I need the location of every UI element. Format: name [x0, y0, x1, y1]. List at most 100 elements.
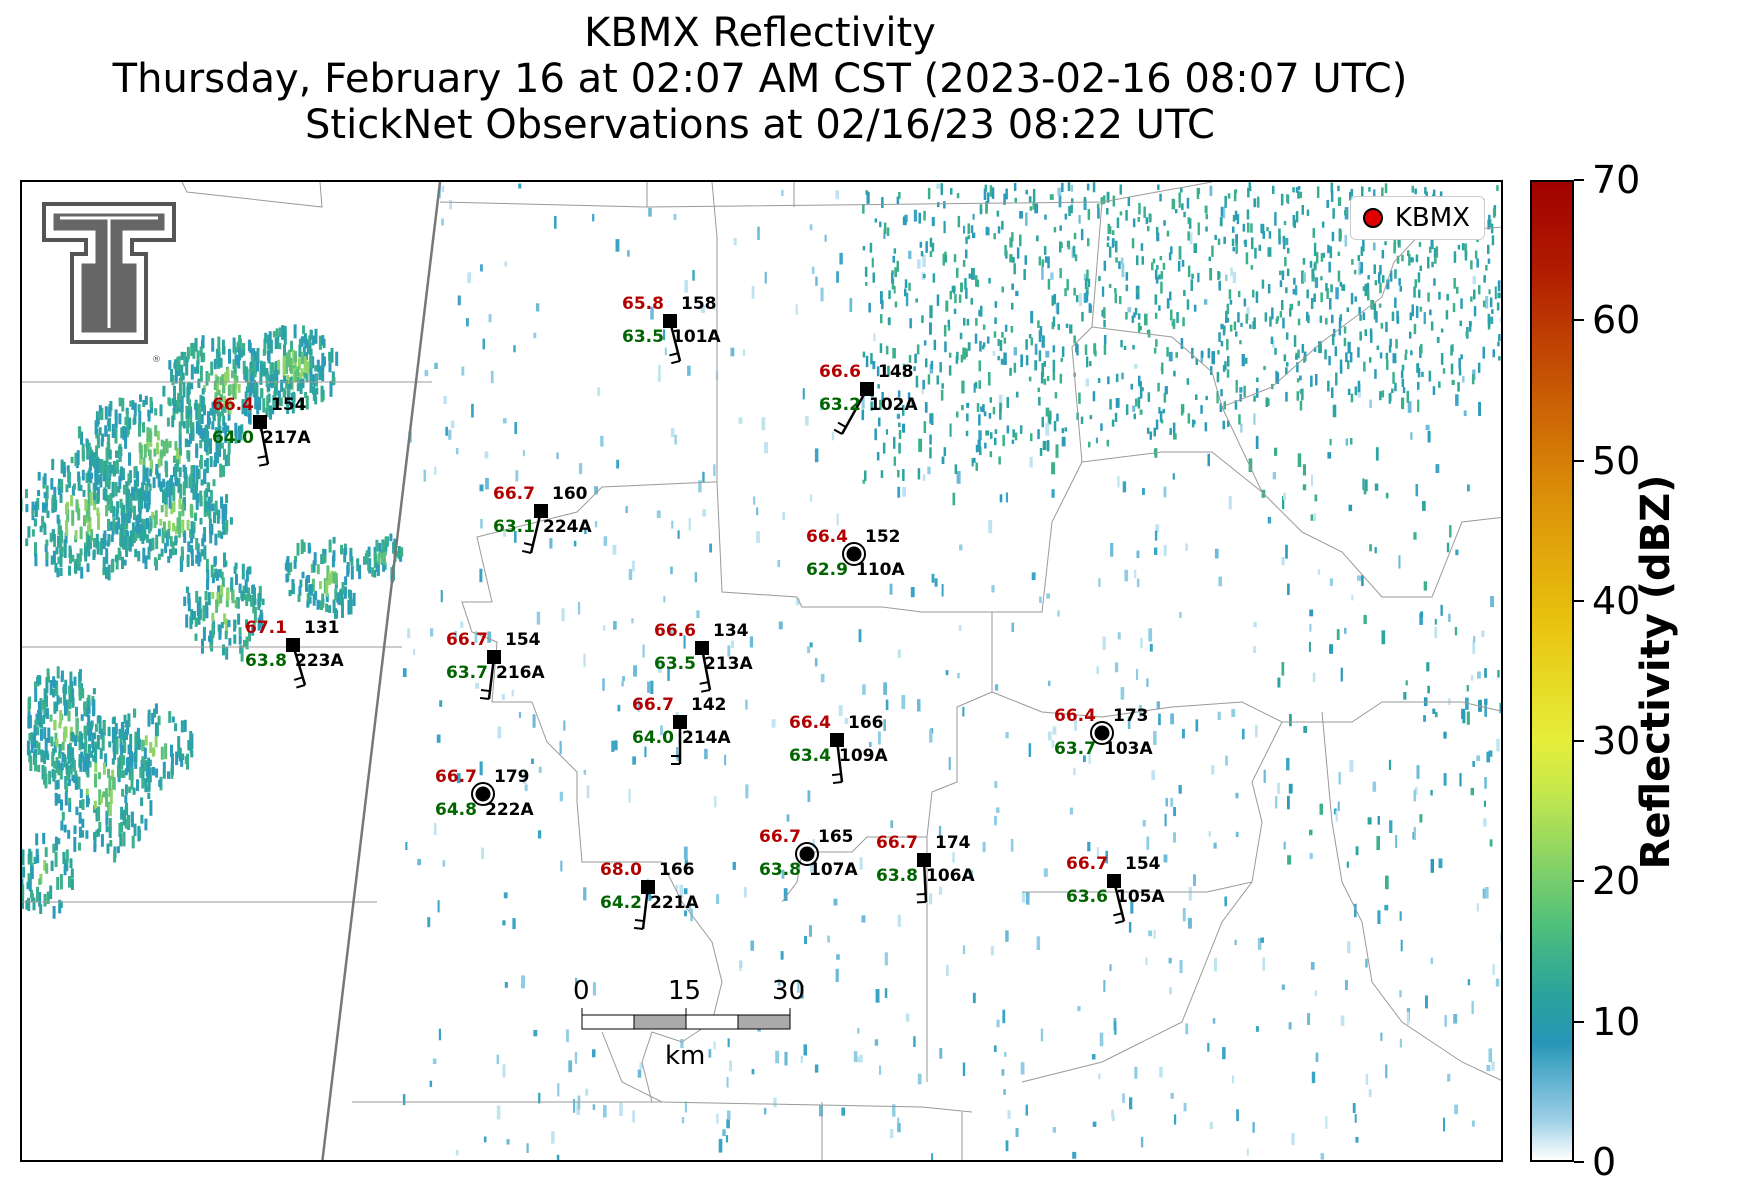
- station-temperature: 66.7: [632, 695, 674, 715]
- station-marker-icon: [663, 314, 677, 328]
- station-pressure: 166: [848, 713, 884, 733]
- station-id: 216A: [496, 663, 545, 683]
- wind-barb-flag: [1115, 920, 1125, 925]
- station-pressure: 174: [935, 833, 971, 853]
- wind-barb-flag: [669, 352, 679, 357]
- county-border: [1091, 226, 1501, 408]
- colorbar-tick: [1574, 1020, 1584, 1023]
- station-dewpoint: 63.6: [1066, 887, 1108, 907]
- colorbar-tick-label: 30: [1592, 719, 1641, 764]
- station-id: 213A: [704, 654, 753, 674]
- station-id: 217A: [262, 428, 311, 448]
- radar-marker-icon: [1362, 208, 1383, 228]
- colorbar-tick: [1574, 179, 1584, 181]
- station-dewpoint: 63.8: [245, 651, 287, 671]
- station-222A[interactable]: [471, 782, 495, 806]
- station-marker-icon: [641, 880, 655, 894]
- station-214A[interactable]: [671, 715, 687, 765]
- colorbar-tick-label: 40: [1592, 578, 1641, 623]
- county-border: [461, 182, 718, 903]
- station-216A[interactable]: [479, 650, 501, 700]
- station-dewpoint: 62.9: [806, 560, 848, 580]
- station-marker-icon: [673, 715, 687, 729]
- colorbar-tick-label: 70: [1592, 158, 1641, 202]
- station-marker-icon: [860, 382, 874, 396]
- station-213A[interactable]: [695, 641, 712, 693]
- station-pressure: 152: [865, 527, 901, 547]
- county-borders: [22, 182, 1501, 1160]
- station-dewpoint: 64.8: [435, 800, 477, 820]
- wind-barb-flag: [700, 689, 711, 693]
- texas-tech-logo-icon: ®: [42, 202, 176, 365]
- colorbar: [1530, 180, 1574, 1162]
- wind-barb-flag: [837, 421, 847, 428]
- station-110A[interactable]: [842, 542, 866, 566]
- station-temperature: 66.4: [789, 713, 831, 733]
- station-temperature: 66.7: [876, 833, 918, 853]
- wind-barb-flag: [523, 542, 534, 547]
- wind-barb-staff: [840, 388, 869, 435]
- colorbar-tick: [1574, 599, 1584, 602]
- colorbar-tick-label: 50: [1592, 438, 1641, 483]
- colorbar-tick: [1574, 319, 1584, 322]
- station-marker-icon: [1107, 874, 1121, 888]
- station-pressure: 148: [878, 362, 914, 382]
- station-102A[interactable]: [833, 382, 874, 435]
- colorbar-tick: [1574, 880, 1584, 883]
- station-id: 222A: [485, 800, 534, 820]
- scale-label-30: 30: [772, 976, 806, 1006]
- station-105A[interactable]: [1107, 874, 1126, 925]
- wind-barb-flag: [257, 455, 267, 459]
- colorbar-tick-label: 20: [1592, 859, 1641, 904]
- station-221A[interactable]: [633, 880, 655, 930]
- station-marker-icon: [799, 846, 815, 862]
- station-marker-icon: [286, 638, 300, 652]
- scale-bar: [581, 1008, 791, 1030]
- title-block: KBMX Reflectivity Thursday, February 16 …: [0, 10, 1520, 148]
- station-pressure: 158: [681, 294, 717, 314]
- scale-label-0: 0: [573, 976, 590, 1006]
- station-101A[interactable]: [663, 314, 682, 365]
- station-224A[interactable]: [522, 504, 548, 554]
- station-dewpoint: 64.0: [632, 728, 674, 748]
- station-dewpoint: 63.2: [819, 395, 861, 415]
- station-temperature: 66.4: [1054, 706, 1096, 726]
- station-marker-icon: [695, 641, 709, 655]
- station-pressure: 134: [713, 621, 749, 641]
- station-id: 101A: [672, 327, 721, 347]
- station-109A[interactable]: [830, 733, 844, 785]
- station-temperature: 66.7: [1066, 854, 1108, 874]
- station-107A[interactable]: [795, 842, 819, 866]
- wind-barb-flag: [522, 549, 532, 554]
- station-temperature: 66.7: [759, 827, 801, 847]
- station-dewpoint: 63.7: [1054, 739, 1096, 759]
- colorbar-tick: [1574, 740, 1584, 743]
- station-dewpoint: 64.2: [600, 893, 642, 913]
- wind-barb-flag: [633, 926, 644, 930]
- station-pressure: 154: [1125, 854, 1161, 874]
- scale-unit: km: [665, 1041, 706, 1071]
- station-dewpoint: 63.8: [759, 860, 801, 880]
- station-marker-icon: [487, 650, 501, 664]
- station-pressure: 179: [494, 767, 530, 787]
- station-223A[interactable]: [286, 638, 307, 689]
- colorbar-tick-label: 60: [1592, 298, 1641, 343]
- scale-segment: [633, 1014, 687, 1030]
- title-line-1: KBMX Reflectivity: [584, 10, 936, 56]
- station-id: 214A: [682, 728, 731, 748]
- station-marker-icon: [253, 415, 267, 429]
- wind-barb-flag: [634, 918, 645, 923]
- station-103A[interactable]: [1090, 721, 1114, 745]
- wind-barb-flag: [258, 463, 269, 467]
- station-id: 105A: [1116, 887, 1165, 907]
- calm-wind-circle-icon: [795, 842, 819, 866]
- station-217A[interactable]: [253, 415, 270, 467]
- county-border: [352, 1101, 973, 1113]
- scale-segment: [581, 1014, 635, 1030]
- station-id: 110A: [856, 560, 905, 580]
- wind-barb-flag: [699, 681, 709, 685]
- station-106A[interactable]: [916, 853, 931, 904]
- station-marker-icon: [534, 504, 548, 518]
- county-border: [1331, 821, 1501, 1081]
- map-panel[interactable]: ® KBMX 65.8 158 63.5 101A 66.6 148 63.2 102A 66.…: [20, 180, 1503, 1162]
